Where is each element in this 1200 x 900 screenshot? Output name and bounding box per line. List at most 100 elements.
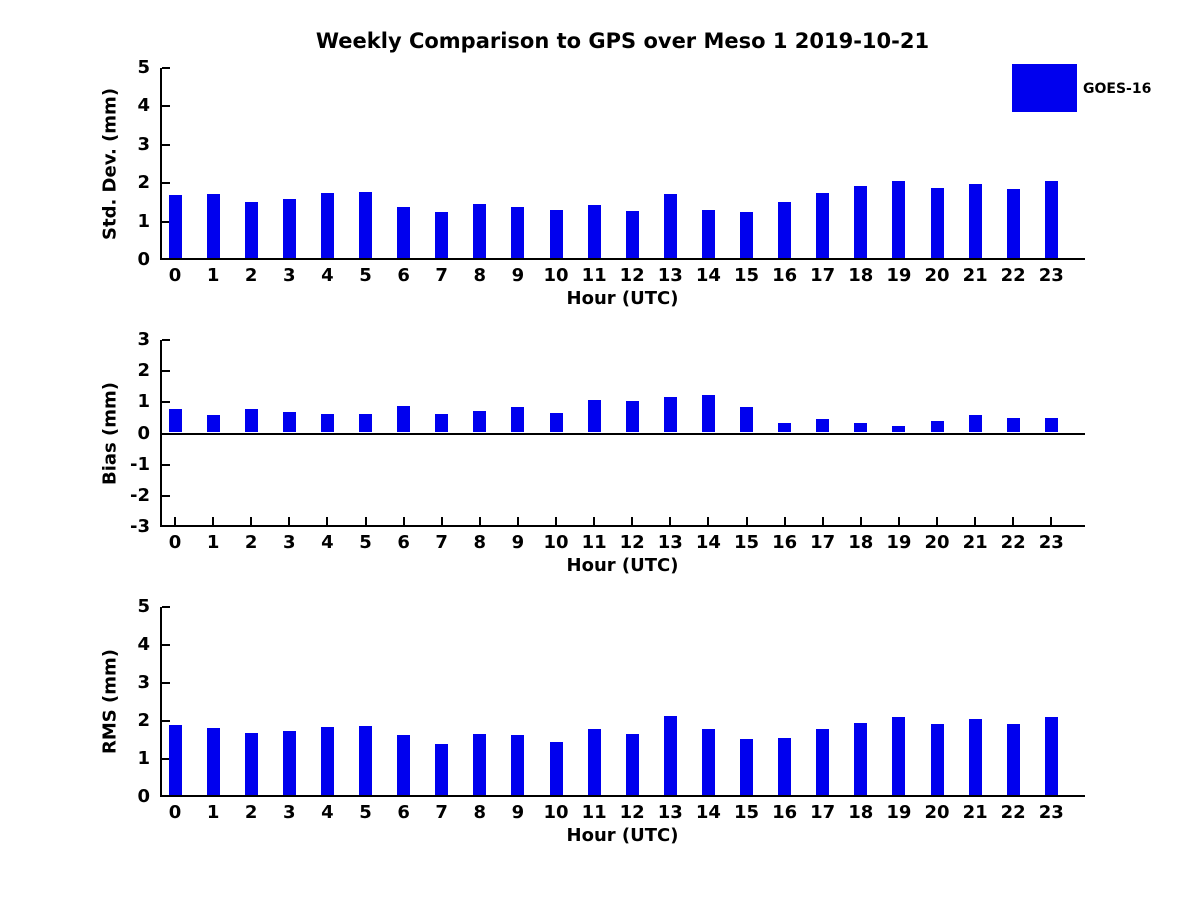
legend-swatch-goes16 (1012, 64, 1077, 112)
bar-hour-16 (778, 738, 792, 795)
y-tick-label: 5 (137, 596, 150, 617)
y-tick-label: 5 (137, 57, 150, 78)
x-tick-label: 3 (283, 802, 296, 823)
bar-hour-2 (244, 409, 258, 433)
x-tick-label: 13 (657, 802, 683, 823)
panel-rms: 5 4 3 2 1 0 0 1 2 3 4 5 6 7 8 9 10 11 12 13 14 15 16 17 18 19 20 21… (100, 596, 1085, 846)
x-tick (936, 517, 938, 525)
bar-hour-15 (740, 739, 753, 795)
x-tick-label: 8 (473, 265, 487, 286)
bar-hour-16 (778, 202, 792, 258)
bar-hour-2 (244, 202, 258, 258)
bar-hour-0 (168, 194, 182, 258)
y-axis-spine (160, 607, 162, 797)
x-tick-label: 7 (435, 532, 448, 553)
x-tick-label: 5 (359, 802, 372, 823)
x-tick-label: 11 (581, 265, 607, 286)
x-tick (174, 517, 176, 525)
x-tick-label: 12 (619, 265, 645, 286)
y-tick (162, 67, 170, 69)
x-tick-label: 11 (581, 802, 607, 823)
bar-hour-12 (625, 733, 639, 795)
bar-hour-0 (168, 409, 182, 433)
bar-hour-1 (206, 727, 220, 795)
x-tick-label: 18 (848, 802, 874, 823)
bar-hour-22 (1006, 724, 1020, 795)
x-tick-label: 0 (168, 265, 182, 286)
y-axis-label: Bias (mm) (99, 382, 121, 485)
x-tick-label: 2 (244, 802, 258, 823)
y-tick (162, 795, 170, 797)
bar-hour-15 (740, 212, 753, 258)
x-tick-label: 4 (321, 802, 334, 823)
x-tick (516, 517, 519, 525)
bar-hour-5 (359, 192, 372, 258)
x-tick-label: 22 (1000, 265, 1026, 286)
x-tick-label: 22 (1000, 532, 1026, 553)
x-tick-label: 13 (657, 265, 683, 286)
y-axis-label: Std. Dev. (mm) (99, 87, 121, 241)
bar-hour-6 (397, 207, 411, 258)
x-tick-label: 20 (924, 802, 950, 823)
bar-hour-17 (816, 419, 830, 433)
x-axis-label: Hour (UTC) (566, 288, 679, 309)
x-tick-label: 15 (733, 265, 760, 286)
bar-hour-11 (587, 728, 601, 795)
bar-hour-11 (587, 400, 601, 433)
x-tick-label: 21 (962, 265, 988, 286)
x-tick (897, 517, 900, 525)
bar-hour-6 (397, 406, 411, 433)
x-tick-label: 3 (283, 532, 296, 553)
x-tick-label: 21 (962, 802, 988, 823)
x-tick-label: 22 (1000, 802, 1026, 823)
bar-hour-14 (701, 729, 715, 795)
bar-hour-21 (968, 184, 982, 258)
bar-hour-15 (740, 406, 753, 433)
x-tick-label: 3 (283, 265, 296, 286)
x-tick-label: 4 (321, 265, 334, 286)
x-tick-label: 23 (1038, 265, 1064, 286)
x-tick-label: 17 (810, 802, 836, 823)
bar-hour-5 (359, 414, 372, 433)
y-tick-label: 1 (137, 748, 150, 769)
bar-hour-23 (1044, 418, 1058, 433)
legend-label-goes16: GOES-16 (1083, 81, 1152, 97)
x-tick-label: 16 (772, 532, 798, 553)
x-tick-label: 12 (619, 532, 645, 553)
bar-hour-7 (435, 743, 449, 795)
bar-hour-9 (511, 734, 525, 795)
x-tick (859, 517, 862, 525)
bar-hour-1 (206, 415, 220, 433)
bar-hour-6 (397, 734, 411, 795)
bar-hour-19 (892, 425, 906, 433)
x-tick-label: 1 (206, 802, 220, 823)
y-tick-label: 0 (137, 786, 150, 807)
x-tick-label: 2 (244, 265, 258, 286)
y-tick (162, 720, 170, 722)
x-axis-spine (160, 258, 1085, 260)
y-tick-label: 2 (137, 172, 150, 194)
x-tick-label: 19 (886, 532, 912, 553)
y-tick-label: 0 (137, 249, 150, 270)
bar-hour-0 (168, 724, 182, 795)
x-axis-label: Hour (UTC) (566, 825, 679, 846)
bar-hour-8 (473, 203, 487, 258)
x-tick-label: 19 (886, 802, 912, 823)
y-tick-label: 3 (137, 133, 150, 155)
bar-hour-10 (549, 413, 563, 433)
x-tick (745, 517, 748, 525)
x-tick-label: 9 (511, 532, 525, 553)
x-tick-label: 1 (206, 265, 220, 286)
x-tick-label: 7 (435, 265, 448, 286)
x-axis-spine (160, 795, 1085, 797)
x-tick-label: 20 (924, 532, 950, 553)
bar-hour-14 (701, 395, 715, 433)
x-tick-label: 20 (924, 265, 950, 286)
bar-hour-23 (1044, 181, 1058, 258)
y-tick-label: 4 (137, 634, 150, 655)
x-tick-label: 15 (733, 532, 760, 553)
bar-hour-23 (1044, 716, 1058, 795)
bar-hour-18 (854, 722, 868, 795)
x-axis-label: Hour (UTC) (566, 555, 679, 576)
